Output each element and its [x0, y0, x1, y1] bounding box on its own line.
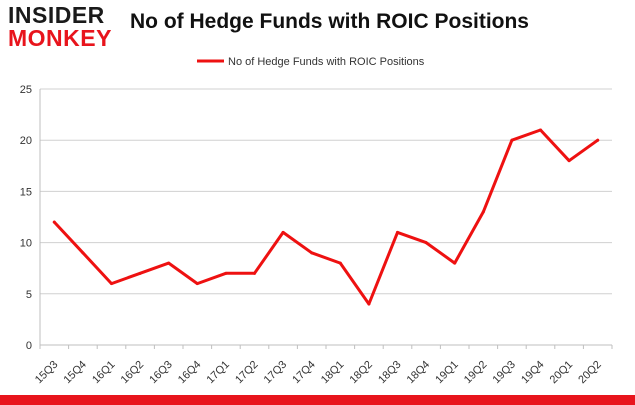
- y-tick-label: 15: [20, 186, 32, 198]
- logo-text-top: INSIDER: [8, 2, 105, 28]
- data-point: [52, 220, 56, 224]
- data-point: [224, 271, 228, 275]
- series-layer: [52, 128, 600, 306]
- y-tick-label: 10: [20, 238, 32, 250]
- footer-accent-bar: [0, 395, 635, 405]
- x-tick-label: 15Q3: [33, 359, 61, 387]
- data-point: [253, 271, 256, 275]
- y-tick-label: 0: [26, 340, 32, 352]
- x-tick-label: 16Q4: [176, 359, 204, 387]
- series-line: [52, 128, 600, 306]
- data-point: [110, 282, 113, 286]
- data-point: [310, 251, 314, 255]
- data-point: [338, 261, 342, 265]
- data-point: [539, 128, 542, 132]
- x-tick-label: 20Q1: [548, 359, 576, 387]
- y-tick-label: 20: [20, 135, 32, 147]
- page-title: No of Hedge Funds with ROIC Positions: [130, 10, 529, 33]
- x-tick-label: 19Q1: [433, 359, 461, 387]
- x-tick-label: 15Q4: [61, 359, 89, 387]
- data-point: [481, 210, 485, 214]
- x-tick-label: 19Q4: [519, 359, 547, 387]
- x-tick-label: 17Q4: [290, 359, 318, 387]
- x-tick-label: 16Q3: [147, 359, 175, 387]
- x-tick-label: 18Q3: [376, 359, 404, 387]
- legend: No of Hedge Funds with ROIC Positions: [197, 56, 425, 68]
- x-tick-label: 18Q4: [405, 359, 433, 387]
- data-point: [396, 230, 399, 234]
- x-tick-label: 17Q2: [233, 359, 261, 387]
- x-tick-label: 18Q2: [347, 359, 375, 387]
- data-point: [453, 261, 457, 265]
- x-tick-label: 16Q1: [90, 359, 118, 387]
- x-tick-label: 18Q1: [319, 359, 347, 387]
- data-point: [596, 138, 600, 142]
- x-tick-label: 19Q2: [462, 359, 490, 387]
- grid: [40, 88, 612, 295]
- x-tick-label: 17Q3: [262, 359, 290, 387]
- data-point: [81, 251, 85, 255]
- data-point: [510, 138, 514, 142]
- data-point: [281, 230, 285, 234]
- x-tick-label: 16Q2: [119, 359, 147, 387]
- data-point: [367, 302, 371, 306]
- x-tick-label: 19Q3: [490, 359, 518, 387]
- x-tick-label: 20Q2: [576, 359, 604, 387]
- y-tick-label: 25: [20, 84, 32, 96]
- insider-monkey-logo: INSIDER MONKEY: [8, 4, 118, 54]
- logo-text-bottom: MONKEY: [8, 25, 112, 51]
- y-tick-label: 5: [26, 289, 32, 301]
- data-point: [138, 271, 142, 275]
- legend-label: No of Hedge Funds with ROIC Positions: [228, 56, 425, 68]
- data-point: [567, 159, 571, 163]
- data-point: [167, 261, 171, 265]
- data-point: [195, 282, 199, 286]
- x-tick-label: 17Q1: [204, 359, 232, 387]
- data-point: [424, 241, 428, 245]
